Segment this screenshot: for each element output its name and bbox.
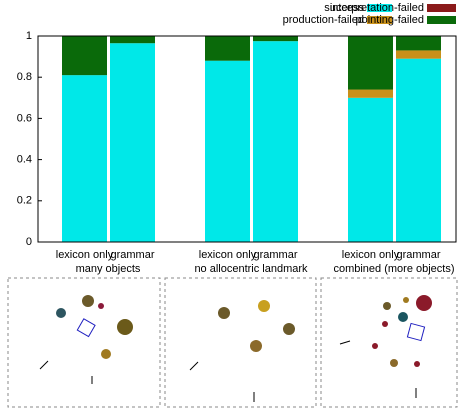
object xyxy=(372,343,378,349)
object xyxy=(383,302,391,310)
object xyxy=(414,361,420,367)
bar-segment xyxy=(62,75,107,242)
x-tick-label: lexicon only xyxy=(342,249,400,261)
bar-segment xyxy=(348,89,393,98)
bar-segment xyxy=(348,97,393,242)
object xyxy=(56,308,66,318)
object xyxy=(390,359,398,367)
arrow xyxy=(189,361,199,371)
panel xyxy=(164,277,317,408)
bar-segment xyxy=(396,50,441,59)
y-tick-label: 0.8 xyxy=(17,71,32,83)
x-tick-label: grammar xyxy=(253,249,297,261)
object xyxy=(117,319,133,335)
bar-segment xyxy=(205,36,250,61)
bar-segment xyxy=(110,36,155,44)
object xyxy=(403,297,409,303)
landmark xyxy=(406,322,426,342)
bar-segment xyxy=(62,36,107,76)
object xyxy=(258,300,270,312)
legend-swatch xyxy=(367,16,392,24)
object xyxy=(382,321,388,327)
group-label: many objects xyxy=(76,263,141,275)
legend-label: production-failed xyxy=(283,14,364,26)
arrow xyxy=(39,360,49,370)
y-tick-label: 0.6 xyxy=(17,112,32,124)
object xyxy=(82,295,94,307)
y-tick-label: 1 xyxy=(26,30,32,42)
y-tick-label: 0.2 xyxy=(17,195,32,207)
arrow xyxy=(339,340,351,345)
x-tick-label: grammar xyxy=(110,249,154,261)
object xyxy=(101,349,111,359)
x-tick-label: lexicon only xyxy=(56,249,114,261)
legend-swatch xyxy=(367,4,392,12)
bar-segment xyxy=(253,41,298,243)
bar-segment xyxy=(205,60,250,242)
object xyxy=(218,307,230,319)
x-tick-label: grammar xyxy=(396,249,440,261)
bar-segment xyxy=(348,36,393,90)
legend-label: pointing-failed xyxy=(356,14,425,26)
bar-segment xyxy=(110,43,155,243)
y-tick-label: 0 xyxy=(26,236,32,248)
legend-label: success xyxy=(324,2,364,14)
object xyxy=(250,340,262,352)
object xyxy=(398,312,408,322)
object xyxy=(283,323,295,335)
group-label: no allocentric landmark xyxy=(194,263,308,275)
legend-swatch xyxy=(427,16,456,24)
legend-swatch xyxy=(427,4,456,12)
x-tick-label: lexicon only xyxy=(199,249,257,261)
bar-segment xyxy=(396,58,441,242)
landmark xyxy=(76,318,96,338)
plot-frame xyxy=(37,35,457,243)
object xyxy=(98,303,104,309)
panel xyxy=(320,277,458,408)
panel xyxy=(7,277,161,408)
y-tick-label: 0.4 xyxy=(17,154,32,166)
bar-segment xyxy=(396,36,441,51)
bar-segment xyxy=(253,36,298,42)
illustration-panels xyxy=(7,277,458,408)
object xyxy=(416,295,432,311)
group-label: combined (more objects) xyxy=(333,263,454,275)
legend-label: interpretation-failed xyxy=(330,2,424,14)
